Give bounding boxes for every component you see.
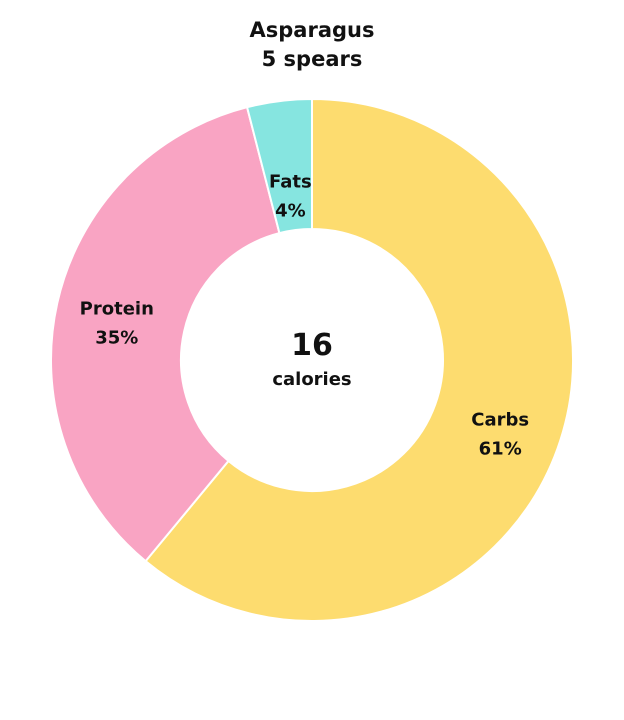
slice-label-fats: Fats: [269, 171, 312, 192]
chart-title: Asparagus: [250, 18, 375, 42]
slice-fats: [245, 97, 313, 235]
slice-percent-carbs: 61%: [479, 439, 522, 460]
chart-subtitle: 5 spears: [262, 47, 363, 71]
slice-carbs: [144, 97, 574, 622]
slice-percent-protein: 35%: [95, 327, 138, 348]
center-calorie-value: 16: [291, 328, 333, 363]
slice-protein: [50, 105, 281, 563]
donut-slice-labels: Carbs 61% Protein 35% Fats 4%: [80, 171, 529, 459]
slice-label-protein: Protein: [80, 298, 154, 319]
slice-label-carbs: Carbs: [471, 410, 529, 431]
donut-slices: [50, 97, 574, 622]
slice-percent-fats: 4%: [275, 200, 306, 221]
center-calorie-label: calories: [272, 369, 351, 390]
